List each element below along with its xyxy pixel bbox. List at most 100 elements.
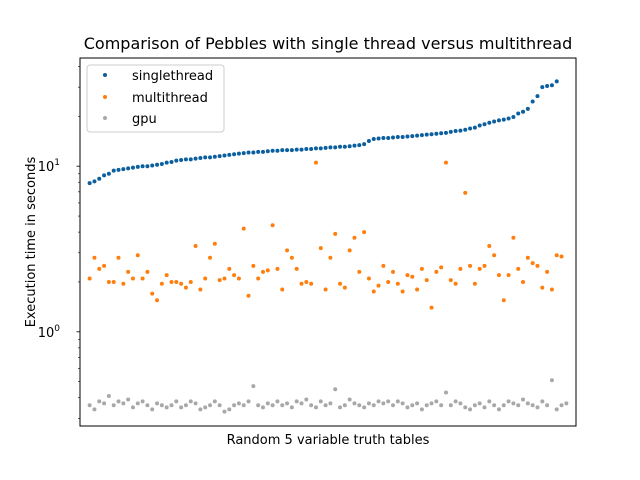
multithread-point [92,255,97,260]
singlethread-point [193,156,198,161]
multithread-point [164,273,169,278]
singlethread-point [530,99,535,104]
singlethread-point [270,148,275,153]
multithread-point [188,279,193,284]
series-multithread [87,160,564,310]
singlethread-point [87,181,92,186]
singlethread-point [468,126,473,131]
singlethread-point [342,144,347,149]
multithread-point [265,268,270,273]
gpu-point [492,403,497,408]
multithread-point [342,285,347,290]
singlethread-point [400,135,405,140]
gpu-point [419,407,424,412]
multithread-point [525,255,530,260]
singlethread-point [386,135,391,140]
singlethread-point [140,164,145,169]
gpu-point [434,399,439,404]
gpu-point [564,401,569,406]
gpu-point [304,397,309,402]
multithread-point [241,226,246,231]
plot-frame [79,57,577,427]
multithread-point [227,266,232,271]
gpu-point [289,405,294,410]
singlethread-point [540,85,545,90]
multithread-point [246,293,251,298]
singlethread-point [208,155,213,160]
multithread-point [554,253,559,258]
singlethread-point [102,173,107,178]
multithread-point [338,281,343,286]
multithread-point [545,269,550,274]
singlethread-point [405,134,410,139]
gpu-point [126,397,131,402]
singlethread-point [535,94,540,99]
gpu-point [227,407,232,412]
singlethread-point [246,150,251,155]
plot-marks [87,79,569,414]
multithread-point [429,305,434,310]
legend-label-singlethread: singlethread [132,69,213,84]
gpu-point [313,405,318,410]
singlethread-point [463,127,468,132]
multithread-point [203,276,208,281]
legend-marker-multithread [103,95,107,99]
gpu-point [174,399,179,404]
singlethread-point [458,128,463,133]
gpu-point [559,403,564,408]
singlethread-point [511,115,516,120]
multithread-point [492,253,497,258]
multithread-point [477,266,482,271]
multithread-point [400,289,405,294]
gpu-point [516,403,521,408]
gpu-point [241,403,246,408]
gpu-point [371,403,376,408]
singlethread-point [97,176,102,181]
singlethread-point [222,153,227,158]
gpu-point [381,401,386,406]
singlethread-point [174,158,179,163]
singlethread-point [492,119,497,124]
multithread-point [232,273,237,278]
gpu-point [260,405,265,410]
singlethread-point [232,152,237,157]
singlethread-point [251,150,256,155]
gpu-point [111,403,116,408]
singlethread-point [381,135,386,140]
y-tick-label: 100 [38,324,61,341]
gpu-point [357,403,362,408]
gpu-point [92,407,97,412]
gpu-point [145,403,150,408]
singlethread-point [294,147,299,152]
singlethread-point [256,149,261,154]
multithread-point [535,263,540,268]
gpu-point [549,378,554,383]
singlethread-point [453,129,458,134]
gpu-point [468,407,473,412]
gpu-point [285,401,290,406]
singlethread-point [506,116,511,121]
singlethread-point [126,166,131,171]
multithread-point [448,278,453,283]
gpu-point [386,399,391,404]
multithread-point [472,281,477,286]
multithread-point [217,278,222,283]
singlethread-point [487,120,492,125]
multithread-point [174,279,179,284]
gpu-point [159,403,164,408]
gpu-point [179,405,184,410]
y-axis-label: Execution time in seconds [24,157,39,328]
gpu-point [540,399,545,404]
gpu-point [463,405,468,410]
multithread-point [145,269,150,274]
multithread-point [453,281,458,286]
singlethread-point [299,147,304,152]
gpu-point [342,403,347,408]
singlethread-point [328,145,333,150]
singlethread-point [482,122,487,127]
gpu-point [121,401,126,406]
multithread-point [236,276,241,281]
singlethread-point [111,168,116,173]
gpu-point [328,401,333,406]
